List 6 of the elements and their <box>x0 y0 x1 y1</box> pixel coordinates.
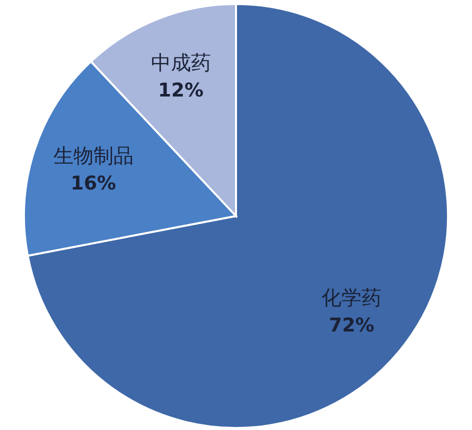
slice-label: 生物制品 <box>53 144 134 168</box>
data-label: 12% <box>158 80 204 102</box>
data-label: 16% <box>70 172 116 195</box>
data-label: 72% <box>328 314 374 337</box>
slice-label: 中成药 <box>150 50 211 75</box>
slice-label: 化学药 <box>322 286 382 310</box>
